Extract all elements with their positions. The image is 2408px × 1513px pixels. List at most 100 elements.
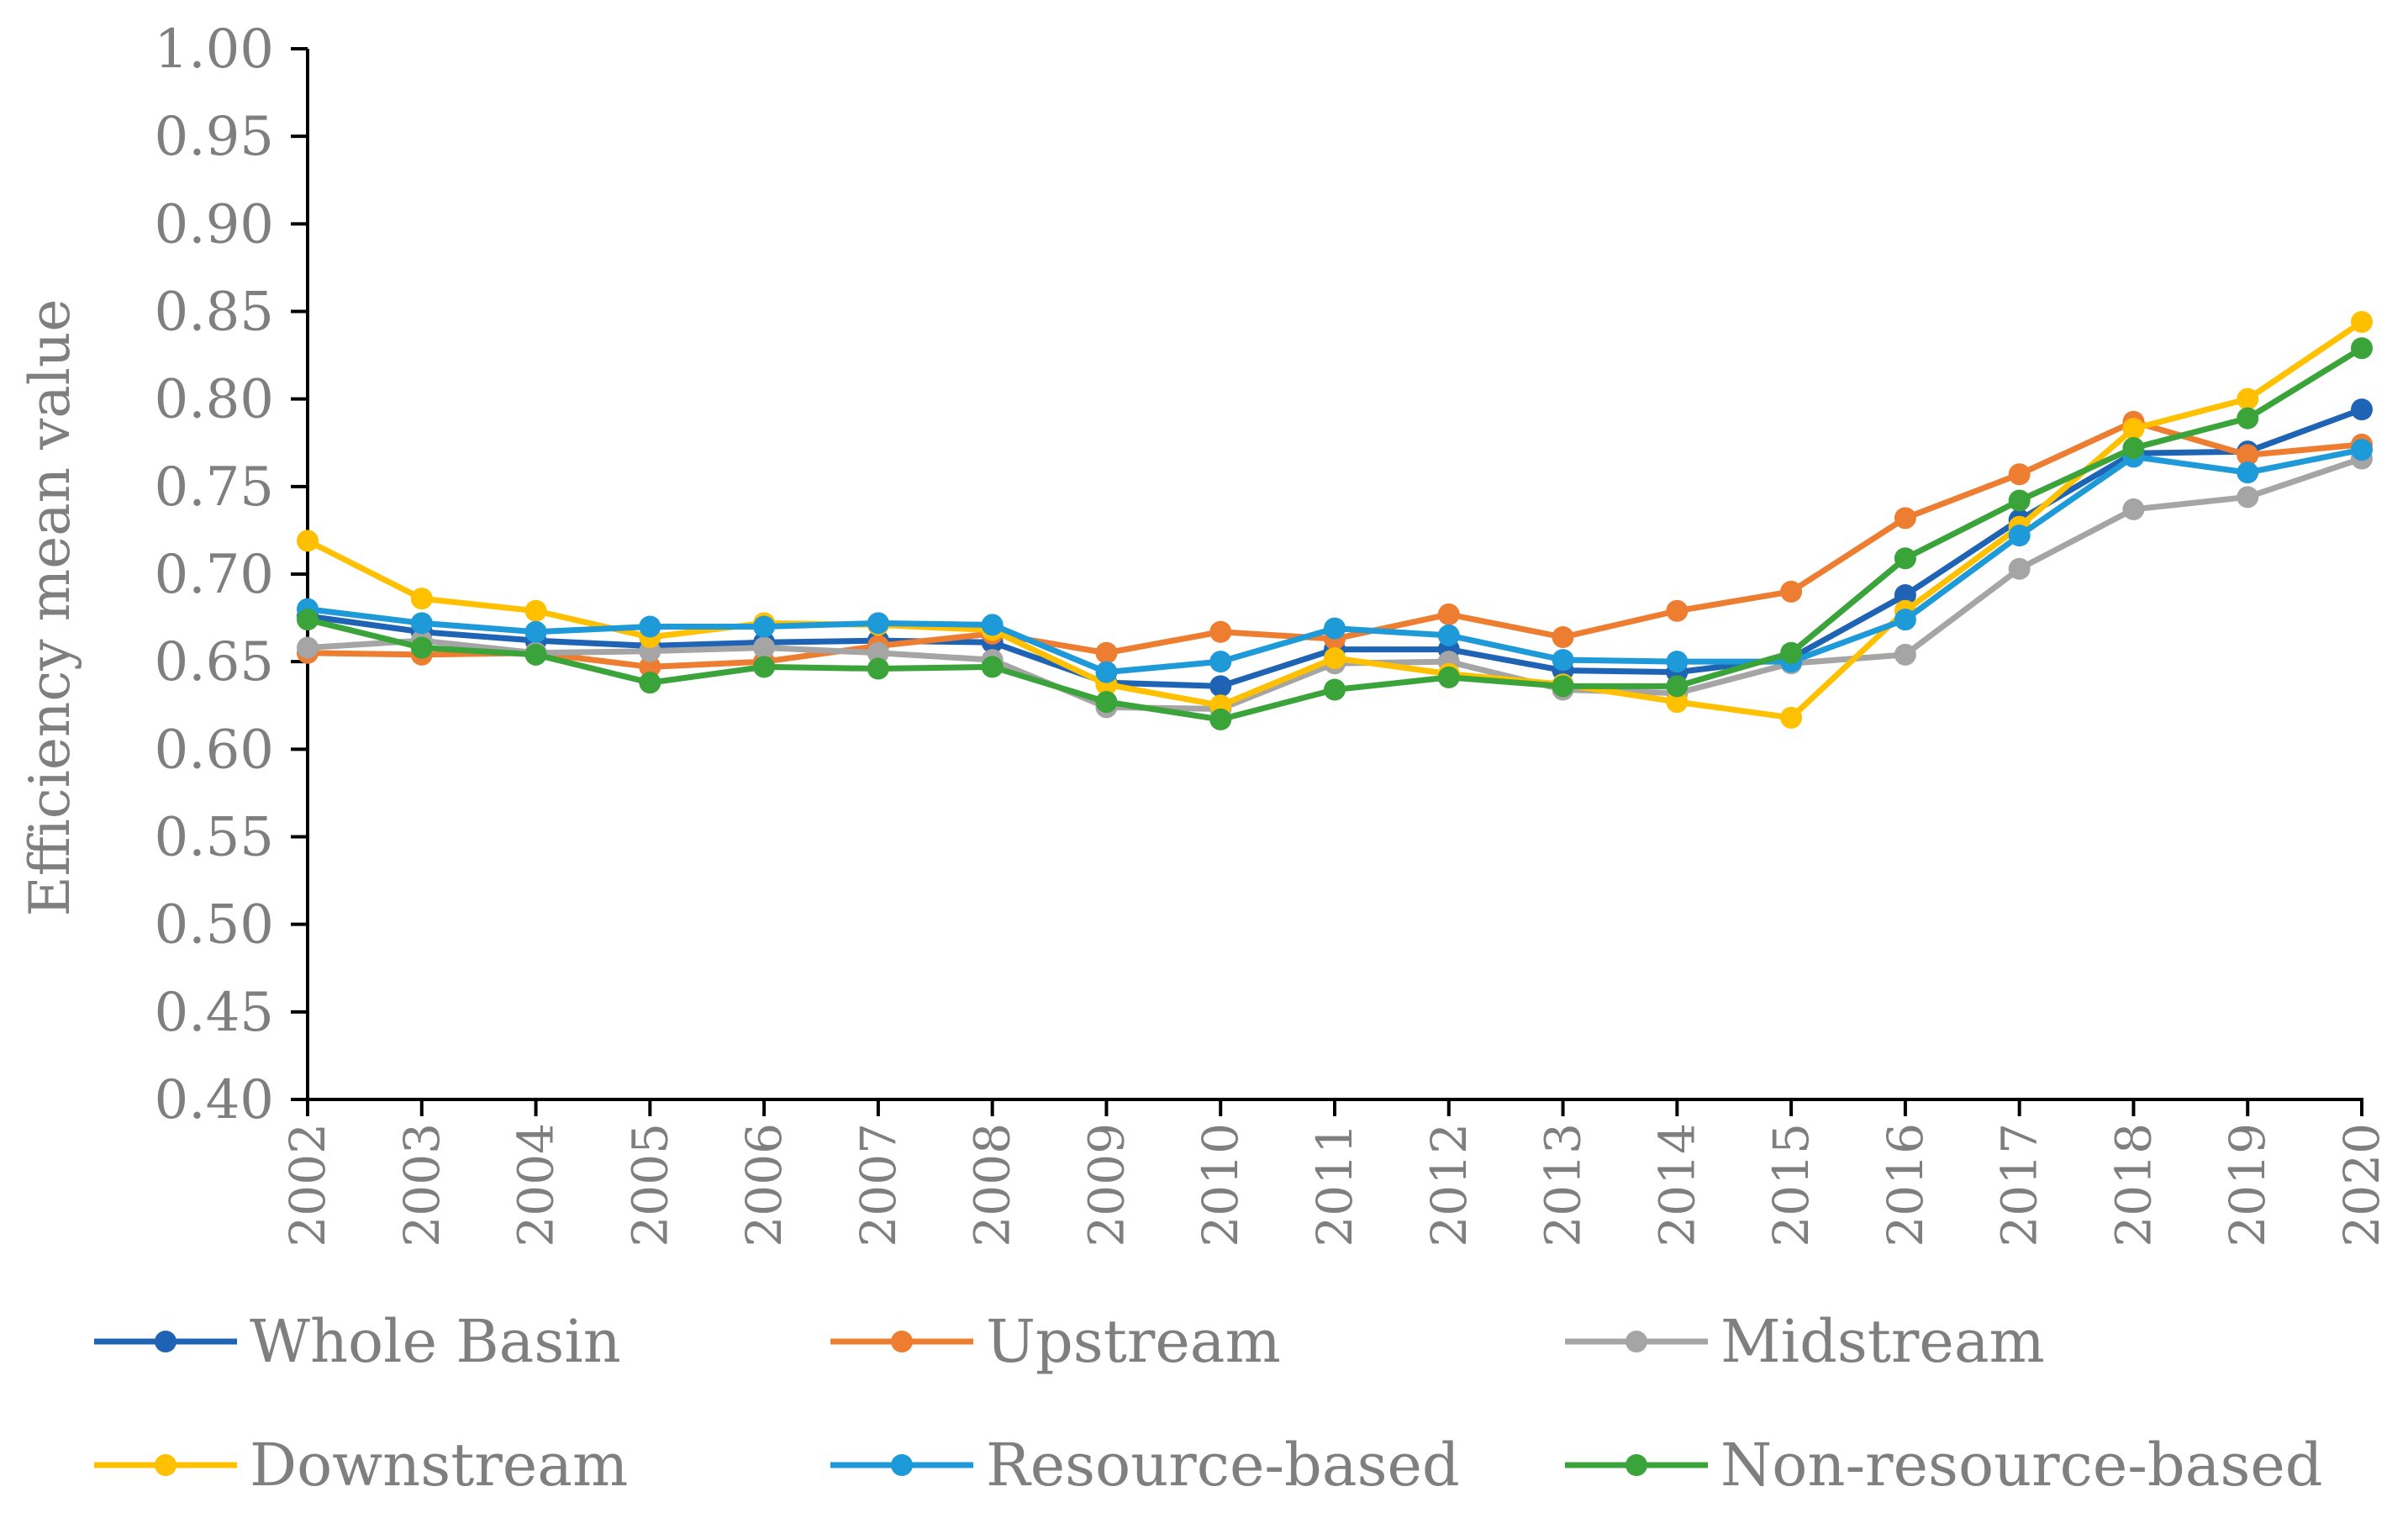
y-tick-label: 0.95 — [155, 106, 275, 168]
data-point — [1666, 675, 1689, 698]
series-resource-based — [297, 439, 2373, 683]
legend-swatch-marker — [891, 1454, 913, 1476]
x-tick-label: 2009 — [1078, 1123, 1135, 1247]
data-point — [1552, 675, 1574, 698]
data-point — [2122, 418, 2145, 440]
data-point — [981, 656, 1004, 678]
x-tick-label: 2008 — [964, 1123, 1021, 1247]
data-point — [981, 614, 1004, 636]
y-tick-label: 1.00 — [155, 18, 275, 81]
chart-axes: 0.40 0.45 0.50 0.55 0.60 0.65 0.70 0.75 0.80 0.85… — [18, 18, 2390, 1247]
legend-item: Whole Basin — [94, 1307, 621, 1376]
y-tick-label: 0.45 — [155, 982, 275, 1044]
x-tick-label: 2002 — [279, 1123, 336, 1247]
y-tick-label: 0.80 — [155, 369, 275, 431]
data-point — [867, 657, 889, 680]
data-point — [753, 656, 776, 678]
data-point — [1894, 643, 1916, 666]
y-tick-label: 0.85 — [155, 282, 275, 344]
data-point — [2122, 498, 2145, 520]
data-point — [1666, 691, 1689, 714]
data-point — [297, 530, 319, 552]
data-point — [1552, 626, 1574, 648]
data-point — [2237, 407, 2259, 430]
data-point — [2351, 439, 2373, 461]
data-point — [410, 612, 433, 635]
x-tick-label: 2011 — [1306, 1123, 1363, 1247]
y-tick-label: 0.50 — [155, 894, 275, 957]
data-point — [1209, 675, 1232, 698]
data-point — [524, 599, 547, 622]
legend-label: Non-resource-based — [1720, 1431, 2323, 1500]
x-tick-label: 2003 — [393, 1123, 451, 1247]
x-tick-label: 2005 — [621, 1123, 678, 1247]
y-tick-label: 0.75 — [155, 456, 275, 519]
x-tick-label: 2013 — [1535, 1123, 1592, 1247]
data-point — [1894, 609, 1916, 631]
legend-item: Resource-based — [830, 1431, 1460, 1500]
x-tick-label: 2014 — [1648, 1123, 1705, 1247]
x-tick-label: 2012 — [1420, 1123, 1478, 1247]
data-point — [2237, 387, 2259, 410]
data-point — [1780, 580, 1803, 603]
x-tick-label: 2007 — [850, 1123, 907, 1247]
data-point — [1437, 624, 1460, 646]
data-point — [2237, 461, 2259, 484]
legend-item: Upstream — [830, 1307, 1281, 1376]
data-point — [1780, 706, 1803, 729]
x-tick-label: 2020 — [2333, 1123, 2390, 1247]
data-point — [1552, 649, 1574, 672]
data-point — [639, 656, 661, 678]
data-point — [1324, 647, 1346, 669]
data-point — [2122, 437, 2145, 459]
data-point — [753, 636, 776, 659]
data-point — [1095, 691, 1118, 714]
data-point — [2008, 463, 2031, 486]
data-point — [867, 641, 889, 664]
data-point — [1324, 678, 1346, 701]
legend-swatch-marker — [155, 1331, 177, 1352]
legend-label: Downstream — [250, 1431, 628, 1500]
data-point — [410, 636, 433, 659]
y-tick-label: 0.70 — [155, 544, 275, 606]
x-tick-label: 2004 — [508, 1123, 565, 1247]
data-point — [2237, 444, 2259, 467]
series-non-resource-based — [297, 337, 2373, 730]
y-tick-label: 0.90 — [155, 193, 275, 256]
data-point — [1095, 641, 1118, 664]
data-point — [1780, 641, 1803, 664]
data-point — [639, 615, 661, 638]
data-point — [1666, 599, 1689, 622]
data-point — [297, 636, 319, 659]
data-point — [2008, 525, 2031, 547]
data-point — [1209, 620, 1232, 643]
data-point — [2351, 337, 2373, 360]
legend-swatch-marker — [155, 1454, 177, 1476]
series-downstream — [297, 311, 2373, 729]
data-point — [753, 615, 776, 638]
data-point — [1209, 708, 1232, 730]
data-point — [1894, 547, 1916, 570]
data-point — [524, 643, 547, 666]
x-tick-label: 2017 — [1991, 1123, 2048, 1247]
x-tick-label: 2015 — [1763, 1123, 1820, 1247]
x-tick-label: 2010 — [1192, 1123, 1249, 1247]
legend-swatch-marker — [891, 1331, 913, 1352]
legend-label: Midstream — [1720, 1307, 2045, 1376]
data-point — [2237, 486, 2259, 509]
x-tick-label: 2016 — [1877, 1123, 1934, 1247]
y-tick-label: 0.40 — [155, 1069, 275, 1131]
data-point — [1095, 661, 1118, 683]
x-tick-label: 2006 — [735, 1123, 793, 1247]
x-tick-label: 2019 — [2219, 1123, 2276, 1247]
data-point — [410, 588, 433, 610]
legend-label: Upstream — [986, 1307, 1281, 1376]
data-point — [1894, 507, 1916, 530]
series-layer — [297, 311, 2373, 730]
legend-swatch-marker — [1626, 1454, 1647, 1476]
legend-item: Downstream — [94, 1431, 628, 1500]
legend-item: Non-resource-based — [1565, 1431, 2323, 1500]
data-point — [1209, 651, 1232, 673]
data-point — [2008, 489, 2031, 512]
